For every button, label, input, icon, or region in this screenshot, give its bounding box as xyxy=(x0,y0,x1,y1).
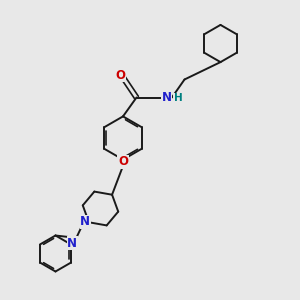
Text: O: O xyxy=(118,155,128,169)
Text: N: N xyxy=(161,91,172,104)
Text: O: O xyxy=(116,69,126,82)
Text: H: H xyxy=(173,93,182,103)
Text: N: N xyxy=(80,215,90,228)
Text: N: N xyxy=(67,237,77,250)
